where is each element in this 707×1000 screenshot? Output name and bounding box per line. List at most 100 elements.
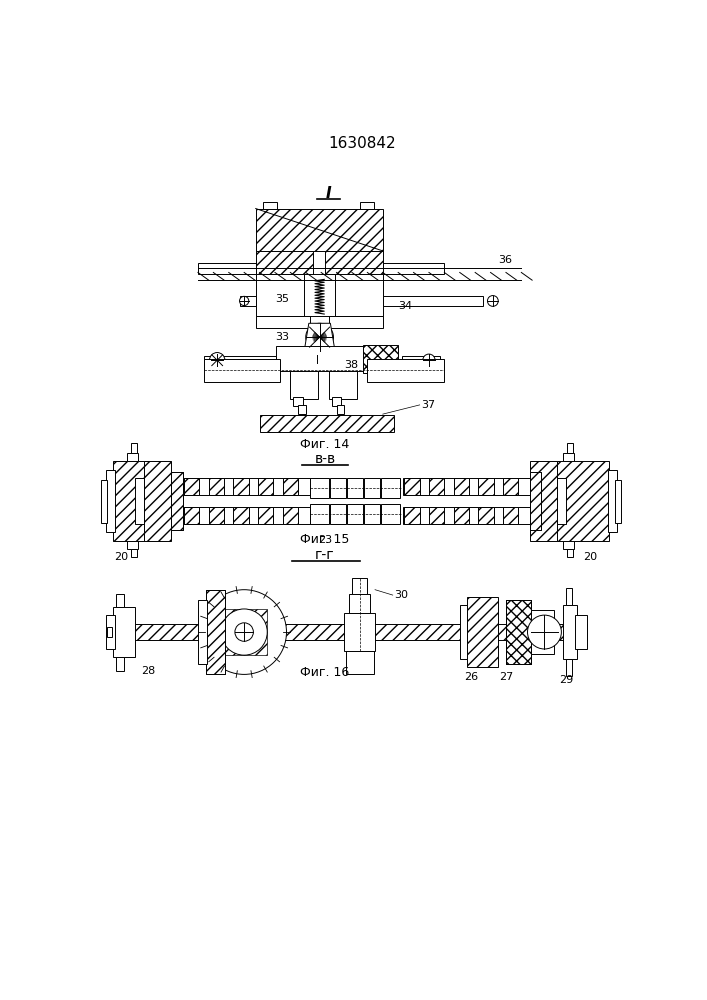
Bar: [198, 600, 207, 664]
Bar: [557, 461, 609, 541]
Bar: [530, 610, 554, 654]
Text: 20: 20: [114, 552, 128, 562]
Bar: [563, 541, 573, 549]
Circle shape: [240, 296, 249, 306]
Bar: [454, 507, 469, 524]
Bar: [325, 251, 382, 274]
Bar: [256, 316, 310, 328]
Bar: [107, 627, 112, 637]
Bar: [131, 549, 137, 557]
Bar: [563, 453, 573, 461]
Bar: [184, 478, 199, 495]
Bar: [182, 478, 310, 495]
Bar: [615, 480, 621, 523]
Bar: [506, 600, 530, 664]
Bar: [352, 578, 368, 594]
Bar: [144, 461, 171, 541]
Bar: [258, 507, 274, 524]
Bar: [329, 316, 382, 328]
Bar: [467, 597, 498, 667]
Bar: [310, 504, 329, 524]
Circle shape: [305, 323, 334, 351]
Bar: [382, 263, 444, 274]
Bar: [171, 472, 182, 530]
Bar: [329, 274, 382, 316]
Bar: [101, 480, 107, 523]
Bar: [206, 590, 225, 674]
Bar: [298, 405, 305, 414]
Bar: [503, 478, 518, 495]
Bar: [566, 659, 572, 676]
Text: 20: 20: [583, 552, 597, 562]
Bar: [171, 472, 182, 530]
Bar: [503, 507, 518, 524]
Bar: [567, 549, 573, 557]
Bar: [530, 461, 557, 541]
Bar: [563, 605, 577, 659]
Polygon shape: [304, 323, 335, 351]
Bar: [429, 507, 444, 524]
Bar: [346, 651, 373, 674]
Bar: [403, 507, 530, 524]
Bar: [363, 345, 398, 373]
Bar: [575, 615, 587, 649]
Bar: [135, 478, 144, 524]
Circle shape: [209, 353, 225, 368]
Circle shape: [235, 623, 253, 641]
Bar: [478, 478, 493, 495]
Bar: [460, 605, 467, 659]
Text: 34: 34: [398, 301, 412, 311]
Bar: [291, 371, 318, 399]
Bar: [206, 590, 225, 674]
Bar: [258, 478, 274, 495]
Bar: [113, 461, 165, 541]
Bar: [382, 296, 483, 306]
Bar: [182, 507, 310, 524]
Bar: [344, 613, 375, 651]
Bar: [566, 588, 572, 605]
Bar: [132, 624, 587, 640]
Circle shape: [423, 354, 435, 366]
Bar: [337, 405, 344, 414]
Bar: [530, 472, 542, 530]
Bar: [454, 478, 469, 495]
Bar: [105, 470, 115, 532]
Bar: [310, 478, 329, 498]
Bar: [330, 504, 346, 524]
Bar: [105, 615, 115, 649]
Bar: [530, 472, 542, 530]
Bar: [404, 507, 420, 524]
Bar: [209, 478, 224, 495]
Bar: [204, 359, 279, 382]
Bar: [276, 346, 366, 371]
Bar: [557, 478, 566, 524]
Text: 29: 29: [559, 675, 573, 685]
Bar: [332, 397, 341, 406]
Ellipse shape: [305, 355, 329, 363]
Bar: [293, 397, 303, 406]
Bar: [567, 443, 573, 453]
Text: 27: 27: [499, 672, 513, 682]
Text: 35: 35: [275, 294, 288, 304]
Bar: [117, 657, 124, 671]
Bar: [127, 541, 138, 549]
Bar: [349, 594, 370, 613]
Bar: [402, 356, 440, 365]
Text: I: I: [326, 186, 332, 201]
Bar: [283, 507, 298, 524]
Bar: [256, 274, 310, 316]
Circle shape: [527, 615, 561, 649]
Bar: [198, 263, 256, 274]
Text: Фиг. 16: Фиг. 16: [300, 666, 350, 679]
Circle shape: [201, 590, 286, 674]
Bar: [429, 478, 444, 495]
Bar: [264, 202, 277, 209]
Text: 26: 26: [464, 672, 479, 682]
Bar: [364, 504, 380, 524]
Bar: [240, 296, 256, 306]
Bar: [259, 415, 395, 432]
Text: в-в: в-в: [315, 452, 336, 466]
Bar: [506, 600, 530, 664]
Text: 30: 30: [395, 590, 409, 600]
Bar: [347, 478, 363, 498]
